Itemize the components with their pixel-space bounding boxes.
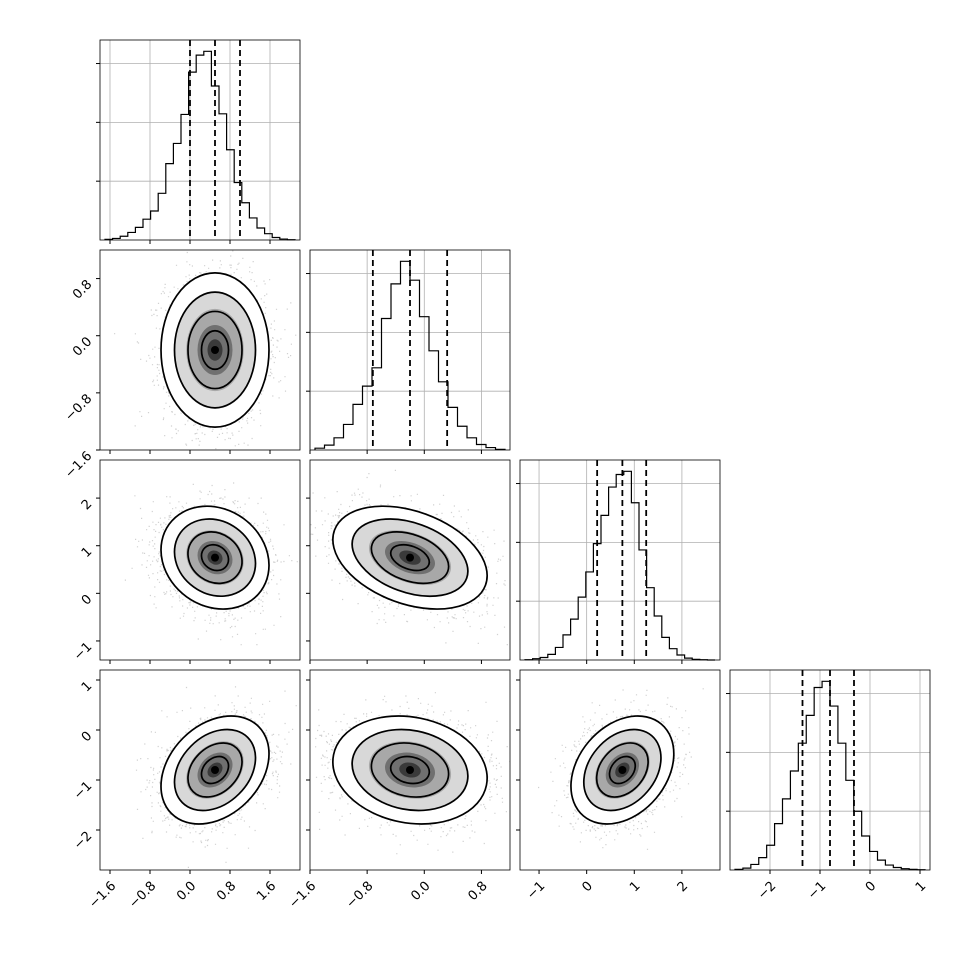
scatter-panel-3-0	[96, 669, 301, 874]
y-tick-label: 1	[79, 544, 95, 560]
contour-3	[160, 715, 270, 825]
panel-content	[135, 686, 297, 868]
y-tick-label: 1	[79, 679, 95, 695]
panel-frame	[729, 669, 931, 871]
contour-0	[200, 329, 230, 371]
contour-3	[160, 505, 270, 610]
contour-1	[370, 531, 450, 585]
scatter-panel-2-0	[96, 459, 301, 664]
x-tick-label: −1.6	[286, 879, 319, 912]
x-tick-label: 1	[913, 879, 929, 895]
y-tick-label: −1	[71, 640, 95, 664]
y-tick-label: 0.0	[70, 334, 95, 359]
histogram-panel-2	[516, 459, 721, 664]
panel-background	[100, 40, 300, 240]
y-tick-label: −0.8	[62, 392, 95, 425]
histogram-2	[524, 470, 715, 661]
x-tick-label: −1	[805, 879, 829, 903]
density-peak	[211, 766, 219, 774]
x-tick-label: 0	[580, 879, 596, 895]
x-tick-label: 2	[675, 879, 691, 895]
panel-content	[124, 482, 298, 646]
contour-2	[173, 728, 257, 812]
x-tick-label: −1.6	[86, 879, 119, 912]
contour-0	[389, 543, 431, 572]
x-tick-label: 0.8	[214, 879, 239, 904]
density-peak	[618, 766, 627, 774]
scatter-panel-1-0	[96, 249, 301, 454]
histogram-panel-3	[726, 669, 931, 874]
panel-frame	[519, 669, 721, 871]
y-tick-label: 2	[79, 497, 95, 513]
panel-frame	[99, 669, 301, 871]
density-peak	[406, 766, 414, 774]
contour-1	[595, 742, 649, 798]
contour-3	[570, 715, 675, 825]
x-tick-label: 1	[627, 879, 643, 895]
x-tick-label: −1	[524, 879, 548, 903]
panel-content	[538, 688, 704, 850]
panel-frame	[99, 249, 301, 451]
y-tick-label: −1	[71, 779, 95, 803]
panel-content	[315, 692, 510, 855]
scatter-panel-3-2	[516, 669, 721, 874]
scatter-panel-3-1	[306, 669, 511, 874]
contour-2	[582, 728, 662, 812]
x-tick-label: 0.0	[408, 879, 433, 904]
y-tick-label: 0	[79, 729, 95, 745]
contour-2	[351, 518, 469, 598]
histogram-panel-0	[96, 39, 301, 244]
contour-0	[389, 755, 431, 785]
contour-3	[332, 505, 488, 610]
density-peak	[211, 346, 219, 354]
histogram-0	[104, 50, 296, 241]
contour-0	[200, 543, 230, 572]
x-tick-label: 0	[863, 879, 879, 895]
x-tick-label: 0.8	[465, 879, 490, 904]
x-tick-label: 1.6	[254, 879, 279, 904]
panel-content	[310, 469, 508, 646]
panel-content	[114, 250, 297, 450]
histogram-panel-1	[306, 249, 511, 454]
contour-1	[187, 531, 243, 585]
contour-3	[332, 715, 488, 825]
contour-1	[187, 310, 243, 390]
y-tick-label: −2	[71, 829, 95, 853]
panel-background	[520, 460, 720, 660]
contour-2	[173, 518, 257, 598]
y-tick-label: −1.6	[62, 449, 95, 482]
contour-3	[160, 272, 270, 428]
x-tick-label: −0.8	[126, 879, 159, 912]
contour-0	[608, 755, 637, 785]
panel-frame	[309, 669, 511, 871]
contour-0	[200, 755, 230, 785]
y-tick-label: 0	[79, 592, 95, 608]
density-peak	[406, 553, 414, 562]
panel-frame	[519, 459, 721, 661]
panel-frame	[99, 39, 301, 241]
scatter-panel-2-1	[306, 459, 511, 664]
x-tick-label: −2	[755, 879, 779, 903]
x-tick-label: −0.8	[344, 879, 377, 912]
density-peak	[211, 553, 219, 562]
contour-2	[173, 291, 257, 409]
panel-frame	[309, 459, 511, 661]
x-tick-label: 0.0	[174, 879, 199, 904]
contour-2	[351, 728, 469, 812]
contour-1	[187, 742, 243, 798]
panel-frame	[99, 459, 301, 661]
y-tick-label: 0.8	[70, 277, 95, 302]
contour-1	[370, 742, 450, 798]
panel-frame	[309, 249, 511, 451]
